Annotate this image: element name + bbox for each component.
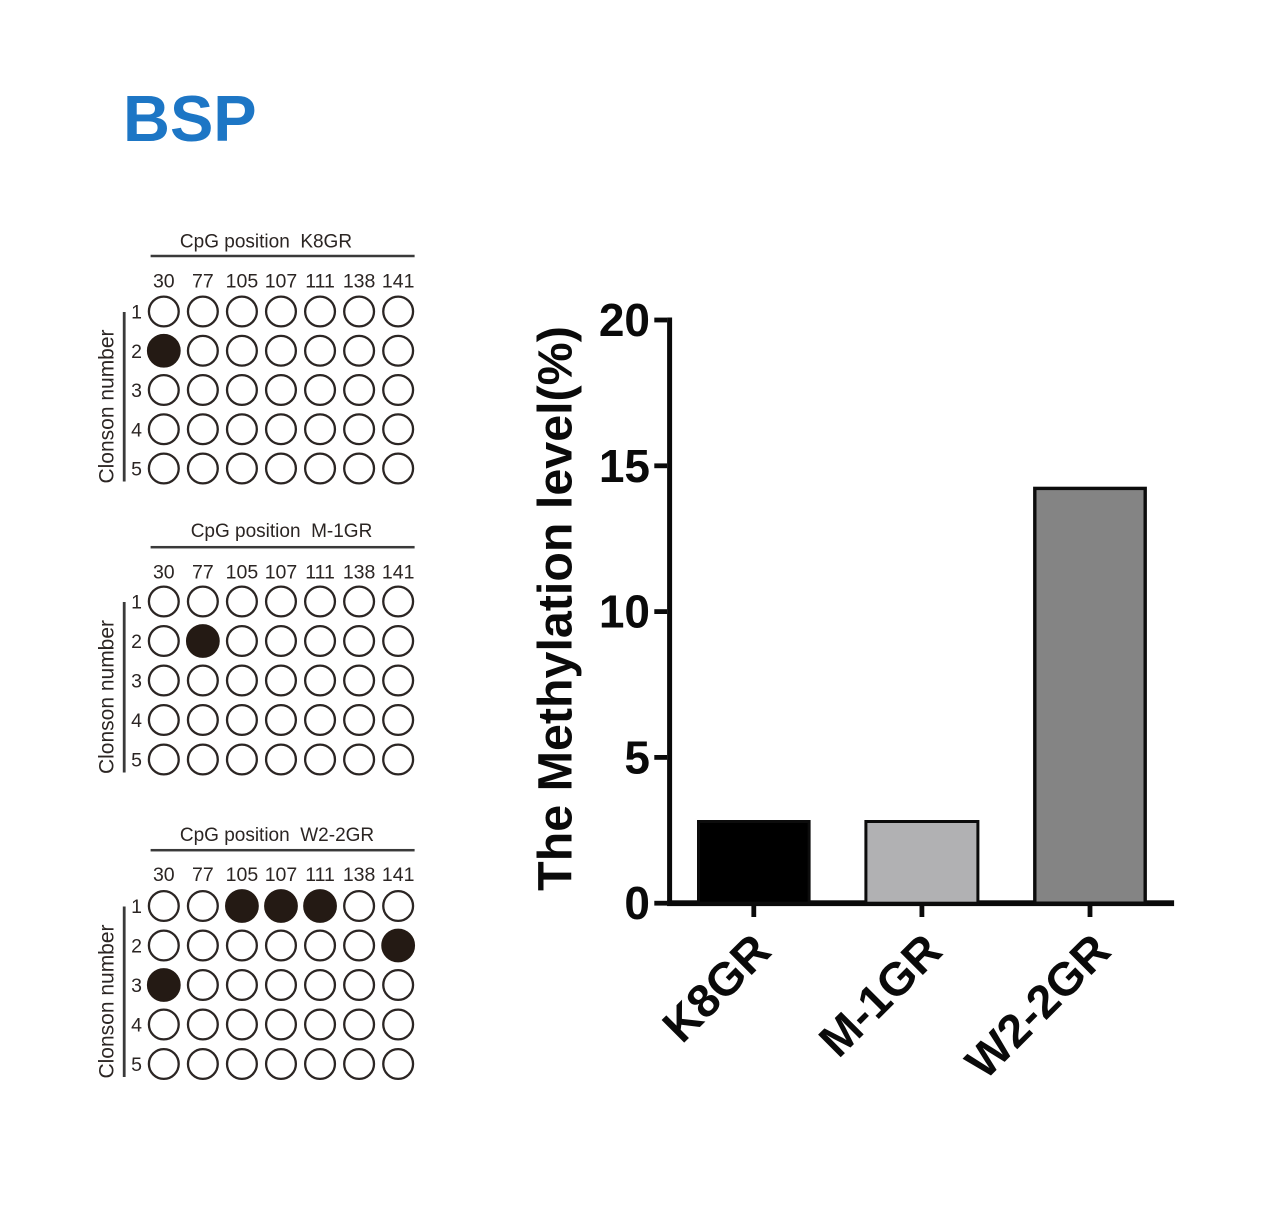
svg-text:4: 4: [131, 419, 142, 441]
svg-text:4: 4: [131, 710, 142, 732]
svg-text:2: 2: [131, 341, 142, 363]
svg-text:3: 3: [131, 671, 142, 693]
svg-text:138: 138: [343, 864, 376, 886]
svg-text:4: 4: [131, 1015, 142, 1037]
svg-text:111: 111: [305, 562, 335, 584]
svg-text:1: 1: [131, 302, 142, 324]
svg-text:Clonson number: Clonson number: [96, 329, 119, 483]
svg-text:1: 1: [131, 592, 142, 614]
svg-text:77: 77: [192, 864, 214, 886]
svg-text:30: 30: [153, 864, 175, 886]
svg-text:CpG position W2-2GR: CpG position W2-2GR: [180, 825, 374, 846]
svg-text:2: 2: [131, 631, 142, 653]
svg-text:5: 5: [131, 459, 142, 481]
svg-text:111: 111: [305, 864, 335, 886]
svg-text:20: 20: [599, 294, 650, 346]
svg-text:Clonson number: Clonson number: [96, 924, 119, 1078]
svg-text:77: 77: [192, 562, 214, 584]
svg-text:2: 2: [131, 936, 142, 958]
svg-text:105: 105: [226, 864, 259, 886]
svg-text:138: 138: [343, 271, 376, 293]
svg-text:5: 5: [131, 750, 142, 772]
svg-text:107: 107: [265, 271, 298, 293]
svg-text:3: 3: [131, 975, 142, 997]
svg-text:141: 141: [382, 864, 415, 886]
svg-text:141: 141: [382, 562, 415, 584]
svg-text:0: 0: [624, 877, 650, 929]
svg-text:BSP: BSP: [123, 82, 257, 155]
svg-text:The Methylation level(%): The Methylation level(%): [529, 326, 583, 891]
svg-text:107: 107: [265, 562, 298, 584]
svg-text:111: 111: [305, 271, 335, 293]
svg-text:CpG position K8GR: CpG position K8GR: [180, 232, 352, 253]
svg-text:138: 138: [343, 562, 376, 584]
svg-text:10: 10: [599, 586, 650, 638]
svg-text:30: 30: [153, 271, 175, 293]
svg-text:141: 141: [382, 271, 415, 293]
svg-text:Clonson number: Clonson number: [96, 620, 119, 774]
svg-text:5: 5: [624, 731, 650, 783]
svg-text:105: 105: [226, 562, 259, 584]
svg-text:5: 5: [131, 1054, 142, 1076]
svg-text:107: 107: [265, 864, 298, 886]
svg-text:CpG position M-1GR: CpG position M-1GR: [191, 521, 373, 542]
svg-text:30: 30: [153, 562, 175, 584]
svg-text:15: 15: [599, 440, 650, 492]
svg-text:105: 105: [226, 271, 259, 293]
svg-text:77: 77: [192, 271, 214, 293]
svg-text:1: 1: [131, 896, 142, 918]
svg-text:3: 3: [131, 380, 142, 402]
